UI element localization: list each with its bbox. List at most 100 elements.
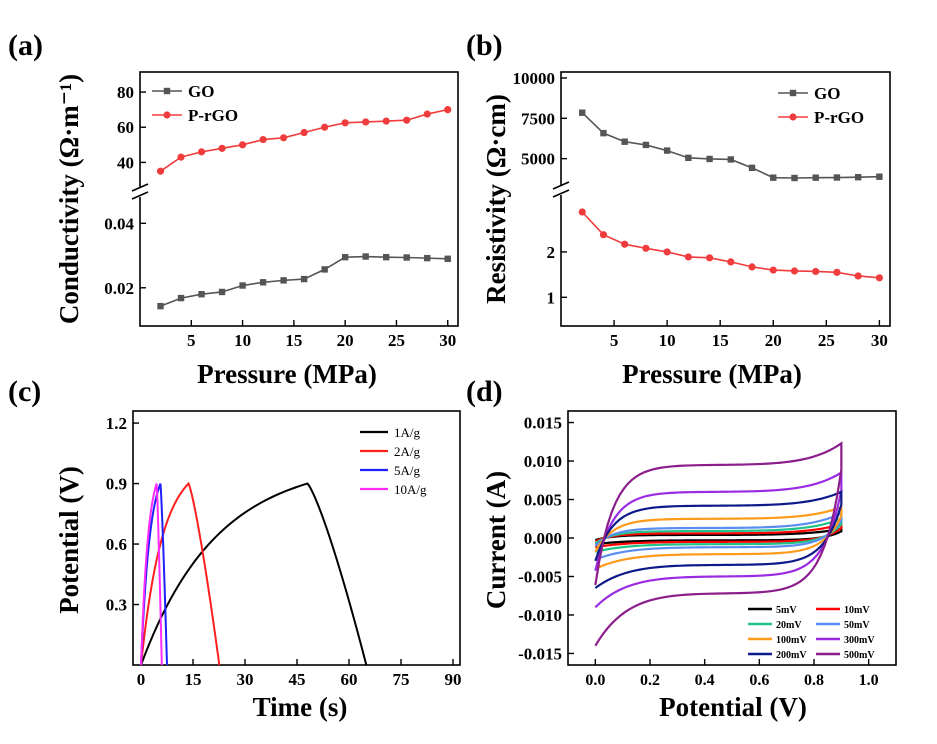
panel-c: (c) Time (s) Potential (V) 0.3 0.6 0.9 1.2 0 15 3… xyxy=(8,375,462,722)
data-point xyxy=(663,147,671,154)
data-point xyxy=(875,274,883,282)
panel-letter: (a) xyxy=(8,29,43,62)
series-line-2a-g xyxy=(140,481,221,666)
data-point xyxy=(197,148,206,156)
legend-label: P-rGO xyxy=(814,108,864,127)
data-point xyxy=(218,288,226,296)
series-line-1a-g xyxy=(140,482,368,666)
data-point xyxy=(259,135,267,144)
y-tick-label: 0.02 xyxy=(104,279,134,298)
legend-label: 10mV xyxy=(844,605,870,616)
panel-letter: (c) xyxy=(8,375,41,408)
y-tick-label: 0.005 xyxy=(524,491,562,510)
data-point xyxy=(748,263,756,271)
data-point xyxy=(833,268,841,276)
data-point xyxy=(382,117,390,125)
data-point xyxy=(621,240,629,248)
data-point xyxy=(727,258,735,266)
data-point xyxy=(177,294,185,302)
legend-label: 20mV xyxy=(776,620,802,631)
y-axis-label: Current (A) xyxy=(481,471,511,609)
x-tick-label: 60 xyxy=(341,670,358,689)
legend-label: 50mV xyxy=(844,620,870,631)
x-tick-label: 0.6 xyxy=(749,672,769,689)
legend-label: 5mV xyxy=(776,605,797,616)
data-point xyxy=(424,254,431,262)
data-point xyxy=(218,144,226,152)
plot-frame xyxy=(139,71,459,327)
legend-label: GO xyxy=(188,82,214,101)
data-point xyxy=(259,279,267,286)
x-tick-label: 15 xyxy=(712,331,729,350)
x-tick-label: 45 xyxy=(289,670,306,689)
axis-break-mark xyxy=(131,191,149,200)
y-tick-label: 60 xyxy=(117,118,134,137)
data-point xyxy=(579,109,586,116)
data-point xyxy=(833,174,841,181)
data-point xyxy=(706,155,713,163)
legend-label: 10A/g xyxy=(394,482,427,497)
x-tick-label: 20 xyxy=(337,331,354,350)
panel-a: (a) Pressure (MPa) Conductivity (Ω·m⁻¹) 40 6… xyxy=(8,29,459,389)
y-tick-label: 10000 xyxy=(513,69,556,88)
data-point xyxy=(727,156,735,163)
data-point xyxy=(444,106,452,114)
y-tick-label: -0.005 xyxy=(518,567,562,586)
plot-frame xyxy=(560,71,891,327)
x-tick-label: 30 xyxy=(237,670,254,689)
data-point xyxy=(444,255,451,262)
data-point xyxy=(876,173,883,180)
data-point xyxy=(769,266,777,274)
x-tick-label: 0.0 xyxy=(585,672,605,689)
data-point xyxy=(362,118,370,126)
y-tick-label: 1 xyxy=(547,288,556,307)
y-tick-label: 0.000 xyxy=(524,529,562,548)
axis-break-mark xyxy=(131,183,149,192)
x-tick-label: 20 xyxy=(765,331,782,350)
data-point xyxy=(280,134,288,142)
data-point xyxy=(362,253,369,260)
data-point xyxy=(812,174,819,181)
legend-label: 100mV xyxy=(776,635,807,646)
x-tick-label: 75 xyxy=(393,670,410,689)
data-point xyxy=(321,266,328,273)
x-tick-label: 0.4 xyxy=(695,672,715,689)
y-tick-label: 5000 xyxy=(521,150,555,169)
data-point xyxy=(157,302,164,310)
data-point xyxy=(423,110,431,118)
data-point xyxy=(578,208,586,216)
y-tick-label: -0.010 xyxy=(518,606,562,625)
data-point xyxy=(156,167,165,175)
series-line-10mv xyxy=(594,522,843,549)
data-point xyxy=(300,275,308,283)
axis-break-gap xyxy=(133,187,147,197)
y-tick-label: 1.2 xyxy=(106,414,127,433)
y-tick-label: 0.9 xyxy=(106,475,127,494)
y-tick-label: 0.010 xyxy=(524,452,562,471)
axis-break-mark xyxy=(552,181,570,190)
data-point xyxy=(599,231,608,239)
data-point xyxy=(790,267,799,275)
legend-label: 300mV xyxy=(844,635,875,646)
y-tick-label: 0.015 xyxy=(524,414,562,433)
x-tick-label: 5 xyxy=(610,331,619,350)
series-line-10a-g xyxy=(140,483,163,666)
axis-break-gap xyxy=(554,185,568,195)
legend-label: 2A/g xyxy=(394,444,421,459)
panel-d: (d) Potential (V) Current (A) -0.015 -0.010 -… xyxy=(466,375,897,722)
data-point xyxy=(403,116,411,124)
legend-label: 5A/g xyxy=(394,463,421,478)
x-tick-label: 10 xyxy=(234,331,251,350)
x-tick-label: 0.2 xyxy=(640,672,660,689)
data-point xyxy=(239,282,246,289)
data-point xyxy=(198,291,205,298)
legend-label: GO xyxy=(814,84,840,103)
legend-label: 500mV xyxy=(844,650,875,661)
data-point xyxy=(177,153,185,161)
data-point xyxy=(280,277,287,284)
data-point xyxy=(663,248,671,256)
data-point xyxy=(684,253,692,261)
data-point xyxy=(300,128,308,137)
series-line-300mv xyxy=(594,470,843,609)
